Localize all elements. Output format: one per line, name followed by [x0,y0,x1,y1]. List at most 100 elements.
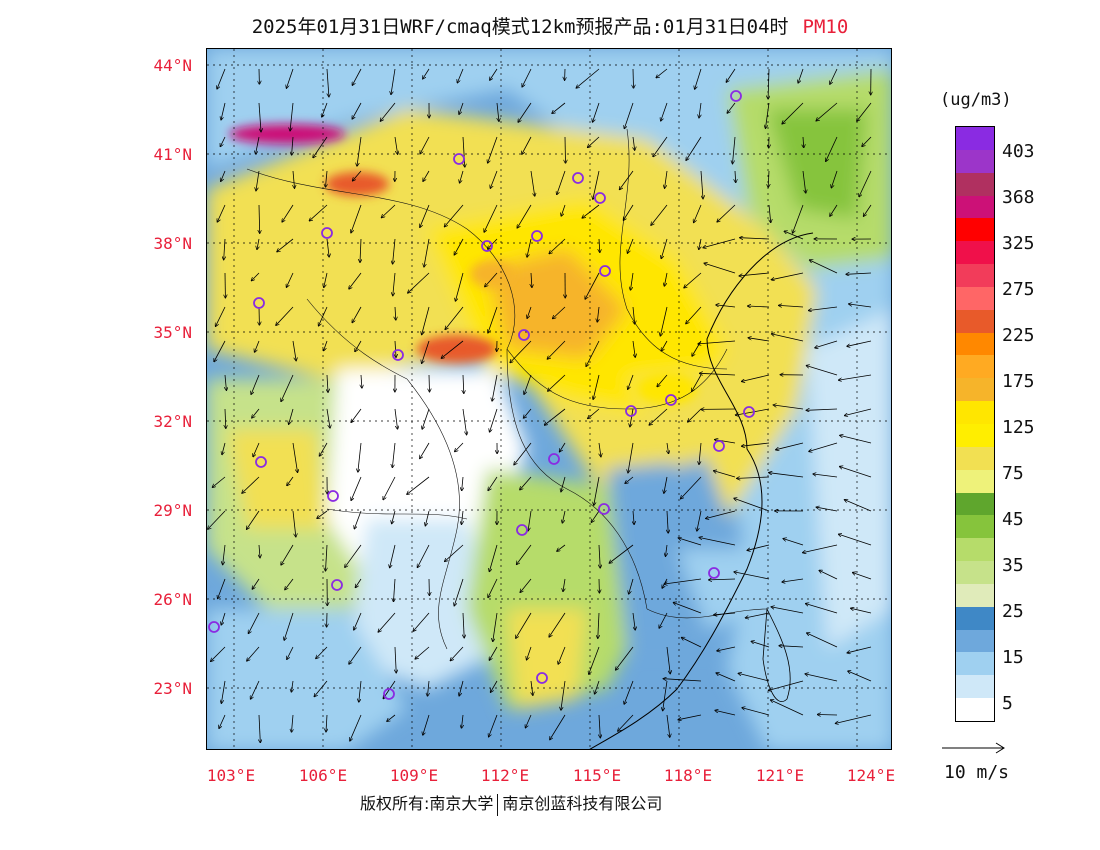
wind-arrow [462,408,467,435]
wind-arrow [422,408,430,429]
wind-arrow [256,136,260,154]
wind-arrow [520,578,532,592]
wind-arrow [352,102,362,119]
wind-arrow [620,170,634,189]
colorbar-segment [956,606,994,630]
lat-label-23n: 23°N [153,679,192,698]
wind-arrow [322,102,328,117]
wind-arrow [704,263,736,274]
colorbar-segment [956,149,994,173]
wind-arrow [462,136,465,167]
lon-label-103e: 103°E [206,766,256,785]
wind-arrow [549,612,566,637]
lat-label-35n: 35°N [153,323,192,342]
wind-arrow [381,102,396,121]
colorbar-segment [956,218,994,242]
wind-arrow [351,476,362,500]
wind-arrow [700,373,736,375]
wind-arrow [462,714,464,728]
wind-arrow [345,544,362,567]
wind-arrow [420,204,430,227]
wind-arrow [327,374,328,392]
lon-label-115e: 115°E [572,766,622,785]
wind-arrow [395,306,396,320]
wind-arrow [320,442,328,456]
wind-arrow [524,408,532,418]
wind-arrow [531,272,532,287]
wind-arrow [631,272,634,290]
wind-arrow [664,272,668,286]
legend-label-175: 175 [1002,371,1035,392]
wind-arrow [818,715,838,716]
wind-arrow [628,238,634,253]
legend-label-125: 125 [1002,417,1035,438]
wind-arrow [316,646,328,658]
wind-arrow [423,68,430,79]
wind-arrow [663,680,668,711]
wind-arrow [522,68,532,87]
wind-arrow [678,714,702,720]
wind-arrow [665,170,668,188]
wind-arrow [251,374,260,394]
wind-arrow [736,408,770,415]
colorbar-segment [956,264,994,287]
wind-arrow [249,612,260,633]
wind-arrow [682,638,702,648]
wind-arrow [252,272,260,281]
wind-arrow [739,673,770,682]
wind-arrow [221,680,226,703]
wind-arrow [527,238,532,257]
wind-arrow [576,68,600,88]
wind-arrow [816,507,838,512]
wind-arrow [510,340,532,363]
wind-arrow [445,204,464,227]
wind-arrow [354,510,362,529]
lon-label-109e: 109°E [389,766,439,785]
coastline [589,232,814,749]
lat-label-44n: 44°N [153,56,192,75]
wind-arrow [292,714,294,732]
wind-arrow [859,170,872,197]
wind-arrow [393,238,396,264]
wind-arrow [326,408,330,428]
wind-arrow [291,680,293,692]
wind-arrow [593,102,600,122]
wind-arrow [651,204,668,225]
wind-arrow [839,534,872,546]
wind-arrow [485,272,498,287]
wind-arrow [836,714,872,723]
wind-arrow [629,578,634,594]
legend-label-403: 403 [1002,141,1035,162]
wind-arrow [488,306,498,333]
wind-arrow [699,538,736,546]
wind-arrow [326,714,327,732]
wind-arrow [353,170,362,181]
wind-arrow [806,409,838,410]
wind-arrow [292,442,298,472]
wind-arrow [625,476,634,483]
wind-arrow [740,238,770,239]
wind-arrow [847,340,872,346]
wind-arrow [616,646,634,670]
wind-arrow [355,340,362,351]
wind-arrow [839,374,872,380]
wind-arrow [524,374,532,394]
wind-arrow [633,510,634,524]
wind-arrow [664,578,702,584]
wind-arrow [289,408,294,424]
wind-arrow [716,305,736,308]
wind-arrow [281,544,294,565]
wind-arrow [742,374,770,381]
wind-arrow [809,306,838,311]
colorbar-segment [956,492,994,516]
wind-arrow [748,306,770,307]
colorbar-segment [956,241,994,265]
wind-arrow [213,476,226,487]
wind-arrow [282,204,294,222]
wind-arrow [557,170,566,194]
wind-arrow [422,306,430,335]
wind-arrow [489,714,498,737]
wind-arrow [698,340,736,344]
wind-arrow [221,102,226,120]
colorbar-segment [956,286,994,310]
